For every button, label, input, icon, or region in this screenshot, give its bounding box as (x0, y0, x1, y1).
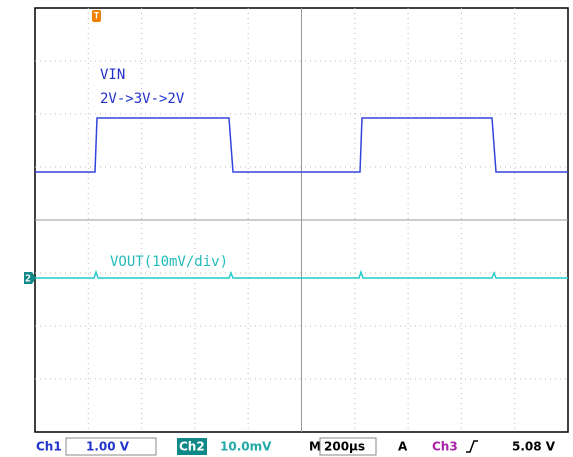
vin-note: 2V->3V->2V (100, 91, 185, 107)
trigger-slope-icon (466, 440, 478, 453)
trigger-label: A (398, 440, 408, 454)
trigger-source: Ch3 (432, 440, 458, 454)
ch2-highlight (177, 438, 207, 455)
ch2-label: Ch2 (179, 440, 205, 454)
ch1-label: Ch1 (36, 440, 62, 454)
ch1-waveform (35, 117, 568, 173)
trigger-level: 5.08 V (512, 440, 556, 454)
timebase-label: M (309, 440, 321, 454)
trigger-marker-text: T (94, 12, 100, 22)
vin-label: VIN (100, 67, 125, 83)
channel-marker-text: 2 (25, 274, 31, 285)
ch2-scale: 10.0mV (220, 440, 272, 454)
ch1-scale: 1.00 V (86, 440, 130, 454)
vout-label: VOUT(10mV/div) (110, 254, 228, 270)
timebase-box (319, 437, 377, 456)
timebase: 200µs (324, 440, 365, 454)
status-bar: Ch1 1.00 V Ch2 10.0mV M 200µs A Ch3 5.08… (36, 437, 556, 456)
ch2-waveform (35, 269, 568, 279)
ch1-box (65, 437, 157, 456)
trigger-marker (92, 10, 101, 22)
grid (35, 8, 568, 432)
channel-marker (24, 272, 36, 284)
